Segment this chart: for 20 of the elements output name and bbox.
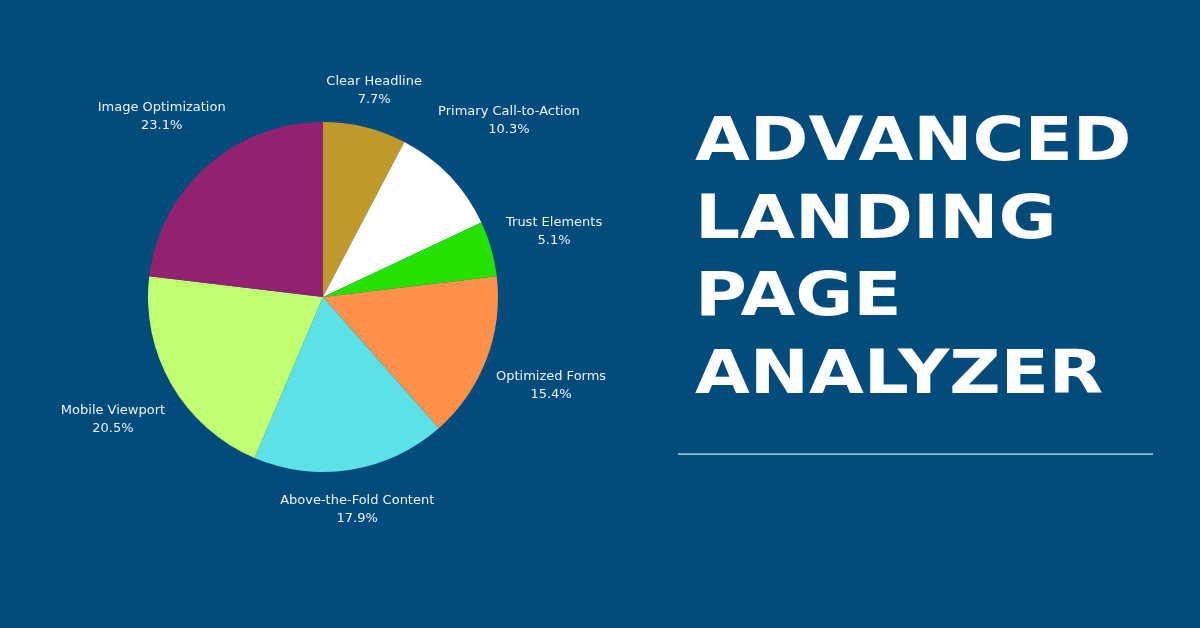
slice-label: Clear Headline [326, 73, 422, 89]
data-label: 7.7% [357, 91, 391, 107]
data-label: 10.3% [488, 120, 530, 136]
pie-slice [323, 276, 498, 429]
slice-label: Primary Call-to-Action [438, 102, 580, 118]
pie-slice [323, 142, 482, 297]
data-label: 20.5% [92, 420, 134, 436]
data-label: 5.1% [537, 232, 571, 248]
pie-slice [323, 122, 405, 297]
data-label: 15.4% [530, 385, 572, 401]
slice-label: Trust Elements [505, 214, 603, 230]
pie-slice [254, 297, 439, 472]
pie-slice [323, 222, 497, 297]
text: ADVANCED LANDING PAGE ANALYZER [695, 104, 1132, 407]
data-label: 23.1% [141, 116, 183, 132]
slice-label: Above-the-Fold Content [280, 492, 435, 508]
slice-label: Optimized Forms [495, 367, 607, 383]
slice-label: Image Optimization [97, 98, 226, 114]
slice-label: Mobile Viewport [60, 402, 166, 418]
data-label: 17.9% [336, 510, 378, 526]
